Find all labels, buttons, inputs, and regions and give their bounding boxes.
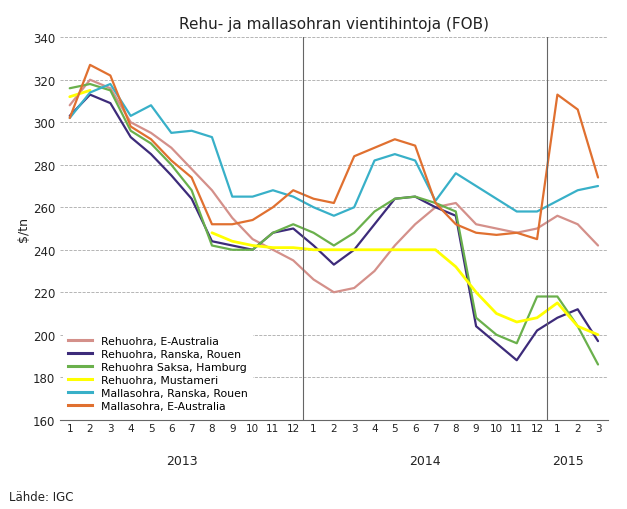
Title: Rehu- ja mallasohran vientihintoja (FOB): Rehu- ja mallasohran vientihintoja (FOB) [179, 16, 489, 32]
Legend: Rehuohra, E-Australia, Rehuohra, Ranska, Rouen, Rehuohra Saksa, Hamburg, Rehuohr: Rehuohra, E-Australia, Rehuohra, Ranska,… [63, 331, 253, 417]
Text: 2013: 2013 [166, 454, 198, 467]
Text: 2015: 2015 [552, 454, 584, 467]
Text: Lähde: IGC: Lähde: IGC [9, 490, 74, 503]
Y-axis label: $/tn: $/tn [18, 216, 30, 242]
Text: 2014: 2014 [409, 454, 441, 467]
